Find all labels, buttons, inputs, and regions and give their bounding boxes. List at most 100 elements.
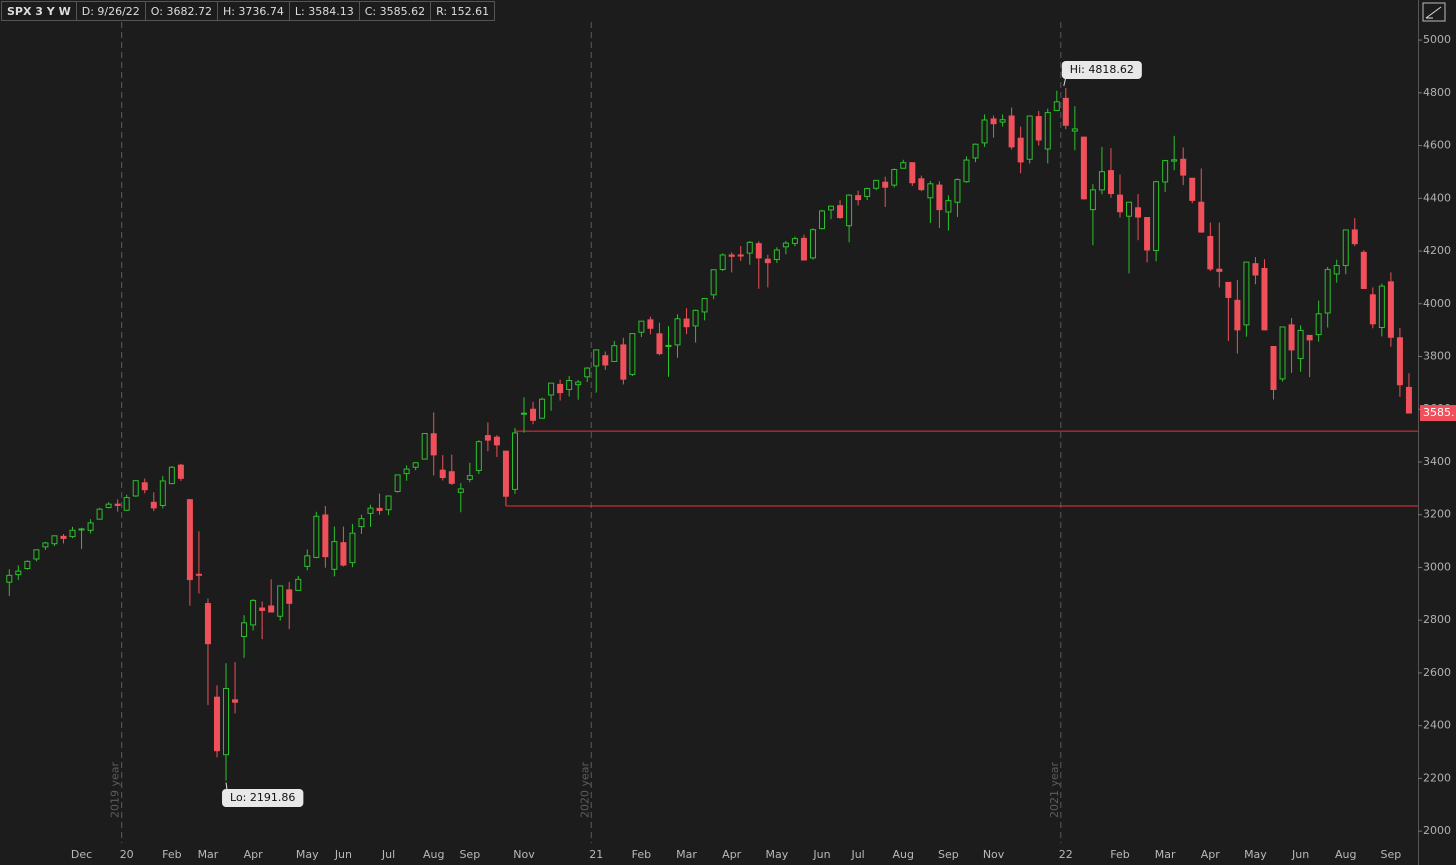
candle-body [773,249,780,260]
y-tick-label: 3000 [1423,560,1451,573]
x-tick-label: May [765,848,788,861]
candle-body [141,482,148,491]
candle-body [466,475,473,480]
candle-body [819,210,825,230]
candle-body [557,383,564,394]
candle-body [168,466,175,485]
candle-body [963,159,970,183]
ohlc-field: L: 3584.13 [289,1,360,21]
candle-body [223,687,230,756]
x-tick-label: Nov [513,848,535,861]
ohlc-field: O: 3682.72 [145,1,218,21]
candle-body [1089,189,1096,211]
x-tick-label: Sep [1381,848,1402,861]
candle-body [855,195,862,201]
candle-body [42,542,49,548]
candle-body [96,508,103,520]
candle-body [665,344,672,347]
candle-body [322,514,329,558]
candle-body [1288,324,1295,351]
candle-body [1234,299,1241,331]
candle-body [376,507,383,511]
candle-body [1180,158,1187,176]
y-tick-label: 4200 [1423,244,1451,257]
year-label: 2019 year [109,762,122,819]
candle-body [1405,386,1412,414]
candle-body [403,468,410,475]
candle-body [1378,285,1385,328]
candle-body [1026,115,1033,160]
x-tick-label: Aug [893,848,914,861]
ohlc-field: H: 3736.74 [217,1,290,21]
candles [6,87,1412,781]
candle-body [1297,329,1304,360]
x-tick-label: Feb [632,848,651,861]
x-tick-label: Feb [1110,848,1129,861]
candle-body [656,333,663,355]
ohlc-field: R: 152.61 [431,1,496,21]
candle-body [638,320,645,333]
candle-body [394,474,401,493]
candle-body [575,381,582,386]
candle-body [1035,116,1042,141]
candle-body [1261,267,1268,331]
candle-body [304,555,311,567]
candle-body [367,507,374,514]
candle-body [647,319,654,329]
candle-body [1189,177,1196,201]
y-tick-label: 2000 [1423,824,1451,837]
x-tick-label: 20 [120,848,134,861]
x-tick-label: 21 [589,848,603,861]
candle-body [33,549,40,560]
candle-body [981,119,988,144]
candle-body [1198,201,1205,233]
candle-body [566,379,573,390]
candle-body [493,436,500,446]
candle-body [864,188,871,197]
candle-body [755,243,762,259]
y-tick-label: 2800 [1423,613,1451,626]
candle-body [1116,194,1123,213]
candle-body [1333,265,1340,275]
bubble-label: Hi: 4818.62 [1070,63,1134,76]
x-tick-label: Mar [1155,848,1176,861]
candle-body [1243,261,1250,326]
candle-body [1396,337,1403,386]
icon-frame [1422,2,1446,22]
candle-body [692,309,699,327]
candle-body [1062,97,1069,126]
candle-body [701,297,708,313]
candle-body [186,499,193,581]
candle-body [719,254,726,270]
candle-body [1315,313,1322,336]
x-tick-label: Apr [244,848,264,861]
x-tick-label: Mar [676,848,697,861]
y-tick-label: 3400 [1423,455,1451,468]
y-tick-label: 2200 [1423,771,1451,784]
x-tick-label: Jul [850,848,864,861]
candle-body [204,603,211,645]
candle-body [484,435,491,441]
candle-body [918,178,925,191]
x-tick-label: Sep [938,848,959,861]
bubble-box [1061,61,1142,79]
settings-icon[interactable] [1422,2,1446,22]
candle-body [1342,229,1349,267]
candle-body [873,179,880,189]
candle-body [1369,294,1376,325]
candle-body [1162,160,1169,183]
candle-body [475,441,482,471]
candle-body [828,205,835,211]
bubble-box [222,789,304,807]
candle-body [882,181,889,188]
candle-body [972,143,979,159]
candle-body [241,622,248,638]
candle-body [1351,229,1358,245]
candle-body [421,432,428,460]
candle-body [1126,201,1133,217]
candle-body [1252,263,1259,276]
candle-body [837,205,844,219]
